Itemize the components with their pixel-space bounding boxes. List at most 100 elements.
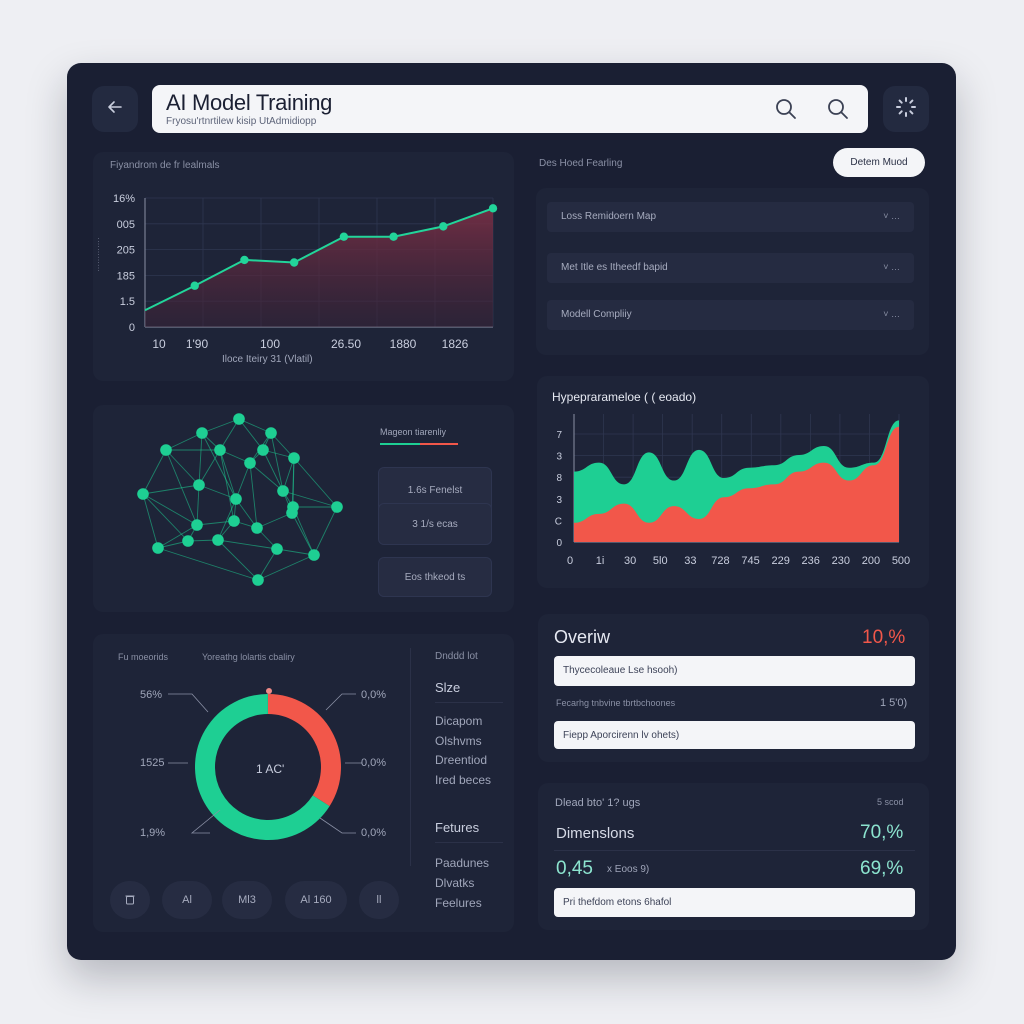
network-node (214, 444, 226, 456)
x-tick-label: 33 (684, 555, 696, 567)
y-tick-label: 3 (556, 495, 562, 506)
dimensions-metric-unit: x Eoos 9) (607, 864, 650, 875)
network-edge (219, 418, 240, 451)
arrow-left-icon (106, 98, 124, 121)
network-edge (217, 539, 278, 550)
dimensions-metric: 0,45 (556, 858, 593, 879)
legend-item[interactable]: 3 1/s ecas (378, 503, 492, 545)
overview-title: Overiw (554, 627, 611, 647)
network-edge (165, 449, 200, 486)
network-edge (313, 506, 338, 556)
features-list-item[interactable]: Feelures (435, 896, 482, 910)
features-list-item[interactable]: Dlvatks (435, 876, 475, 890)
y-tick-label: 7 (556, 430, 562, 441)
legend-swatch (380, 443, 458, 445)
network-edge (142, 493, 198, 526)
settings-button[interactable] (883, 86, 929, 132)
data-point (339, 232, 349, 241)
network-edge (238, 418, 272, 434)
network-edge (257, 554, 315, 581)
network-node (288, 452, 300, 464)
y-tick-label: 205 (117, 245, 135, 257)
filter-pill[interactable]: ll (359, 881, 399, 919)
back-button[interactable] (92, 86, 138, 132)
dropdown-row[interactable]: Loss Remidoern Map ˅ … (547, 202, 914, 232)
network-edge (165, 432, 203, 451)
network-edge (217, 539, 259, 581)
detect-mode-button[interactable]: Detem Muod (833, 148, 925, 177)
y-tick-label: 8 (556, 473, 562, 484)
network-edge (157, 524, 198, 549)
network-node (193, 479, 205, 491)
x-tick-label: 745 (741, 555, 759, 567)
search-icon[interactable] (774, 97, 798, 121)
y-tick-label: 005 (117, 219, 135, 231)
chart-panel-label: Fiyandrom de fr lealmals (110, 160, 220, 171)
search-icon[interactable] (826, 97, 850, 121)
donut-callout: 56% (140, 689, 163, 701)
overview-input-value: Fiepp Aporcirenn lv ohets) (563, 730, 680, 741)
dimensions-input[interactable]: Pri thefdom etons 6hafol (554, 888, 915, 917)
overview-input[interactable]: Fiepp Aporcirenn lv ohets) (554, 721, 915, 749)
network-edge (157, 547, 259, 581)
donut-slice-coral (267, 694, 341, 807)
donut-center-label: 1 AC' (256, 762, 285, 776)
loading-spinner-icon (895, 96, 917, 123)
neural-network-graph (137, 413, 343, 586)
network-edge (249, 462, 258, 529)
features-title: Fetures (435, 820, 480, 835)
donut-marker (266, 688, 272, 694)
loss-series-line (144, 207, 494, 312)
filter-pill[interactable]: Al 160 (285, 881, 347, 919)
y-tick-label: 3 (556, 452, 562, 463)
network-edge (256, 512, 293, 529)
divider (435, 842, 503, 843)
x-tick-label: 500 (892, 555, 910, 567)
network-node (277, 485, 289, 497)
network-edge (142, 493, 189, 542)
callout-line (168, 693, 209, 713)
network-edge (201, 432, 237, 500)
data-point (389, 232, 398, 241)
network-edge (196, 520, 235, 526)
x-tick-label: 100 (260, 337, 280, 351)
filter-pill[interactable]: Al (162, 881, 212, 919)
filter-pill[interactable]: Ml3 (222, 881, 272, 919)
network-edge (196, 484, 200, 526)
divider (435, 702, 503, 703)
overview-value: 10,% (862, 627, 906, 648)
network-edge (217, 498, 237, 541)
divider (554, 850, 915, 851)
x-tick-label: 30 (624, 555, 636, 567)
x-tick-label: 229 (771, 555, 789, 567)
side-list-item[interactable]: Dicapom (435, 714, 483, 728)
overview-input-value: Thycecoleaue Lse hsooh) (563, 665, 678, 676)
side-list-item[interactable]: Dreentiod (435, 753, 488, 767)
features-list-item[interactable]: Paadunes (435, 856, 490, 870)
dropdown-row[interactable]: Modell Compliiy ˅ … (547, 300, 914, 330)
callout-line (325, 693, 356, 711)
side-header: Dnddd lot (435, 651, 478, 662)
network-node (251, 522, 263, 534)
network-node (191, 519, 203, 531)
network-node (233, 413, 245, 425)
dropdown-label: Met Itle es Itheedf bapid (561, 262, 668, 273)
network-node (286, 507, 298, 519)
network-edge (276, 548, 315, 556)
dropdown-row[interactable]: Met Itle es Itheedf bapid ˅ … (547, 253, 914, 283)
trash-button[interactable] (110, 881, 150, 919)
dimensions-input-value: Pri thefdom etons 6hafol (563, 897, 672, 908)
legend-item[interactable]: Eos thkeod ts (378, 557, 492, 597)
side-list-item[interactable]: Ired beces (435, 773, 492, 787)
dimensions-value: 70,% (860, 822, 904, 843)
y-tick-label: 16% (113, 193, 135, 205)
coral-series-area (574, 426, 899, 542)
overview-input[interactable]: Thycecoleaue Lse hsooh) (554, 656, 915, 686)
network-node (230, 493, 242, 505)
chevron-down-icon: ˅ … (883, 211, 900, 221)
data-point (488, 204, 498, 213)
side-list-item[interactable]: Olshvms (435, 734, 482, 748)
donut-callout: 1,9% (140, 827, 166, 839)
y-axis-label: ············· (94, 237, 103, 272)
options-panel-label: Des Hoed Fearling (539, 158, 623, 169)
